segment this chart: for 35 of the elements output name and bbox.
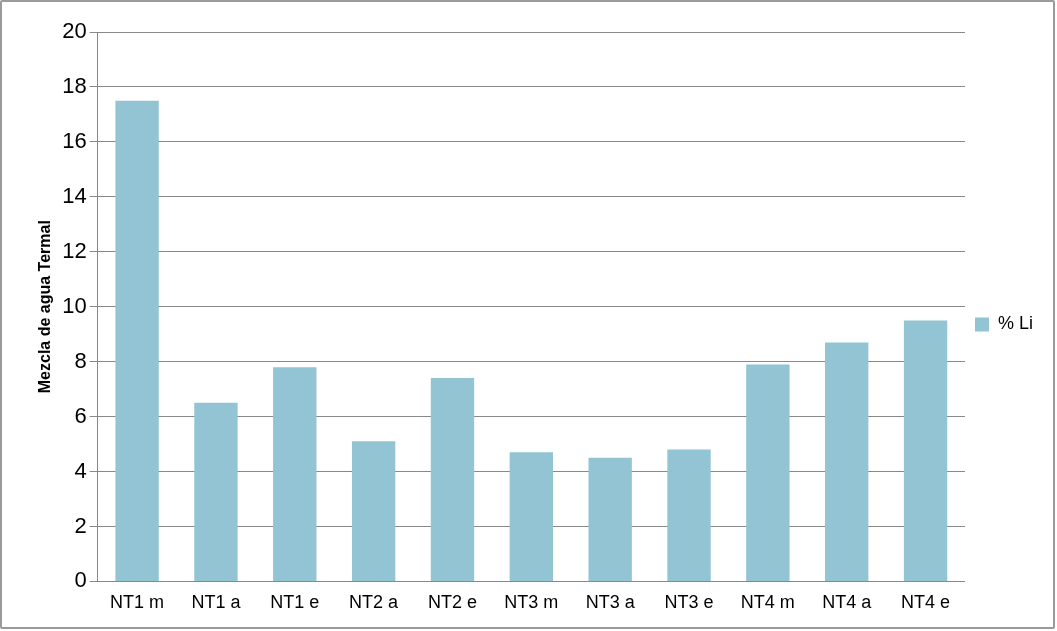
y-tick-label: 14 [62,182,87,208]
x-tick-label: NT2 a [349,592,400,613]
x-tick-label: NT1 e [270,592,320,613]
x-tick-label: NT2 e [427,592,477,613]
bar [194,402,238,581]
y-tick-label: 0 [74,567,87,593]
bar [746,364,790,581]
bar [825,342,869,581]
x-tick-label: NT3 e [664,592,714,613]
x-tick-label: NT4 a [822,592,873,613]
x-tick-label: NT1 a [191,592,242,613]
bar [273,367,317,581]
bar [667,449,711,581]
y-axis-title: Mezcla de agua Termal [36,220,54,394]
y-tick-label: 6 [74,402,87,428]
x-tick-label: NT3 m [504,592,559,613]
x-tick-label: NT4 e [901,592,951,613]
bar [588,457,632,581]
x-tick-label: NT3 a [585,592,636,613]
y-tick-label: 2 [74,512,87,538]
y-tick-label: 10 [62,292,87,318]
bar [115,100,159,581]
x-tick-label: NT4 m [740,592,795,613]
bar [351,441,396,581]
bar [509,452,554,581]
y-tick-label: 20 [62,18,87,44]
y-tick-label: 8 [74,347,87,373]
legend-label: % Li [997,313,1033,334]
bar [903,320,948,581]
y-tick-label: 18 [62,73,87,98]
y-tick-label: 4 [74,457,87,483]
y-tick-label: 12 [62,237,87,263]
x-tick-label: NT1 m [110,592,165,613]
y-tick-label: 16 [62,127,87,153]
bar [430,378,475,581]
